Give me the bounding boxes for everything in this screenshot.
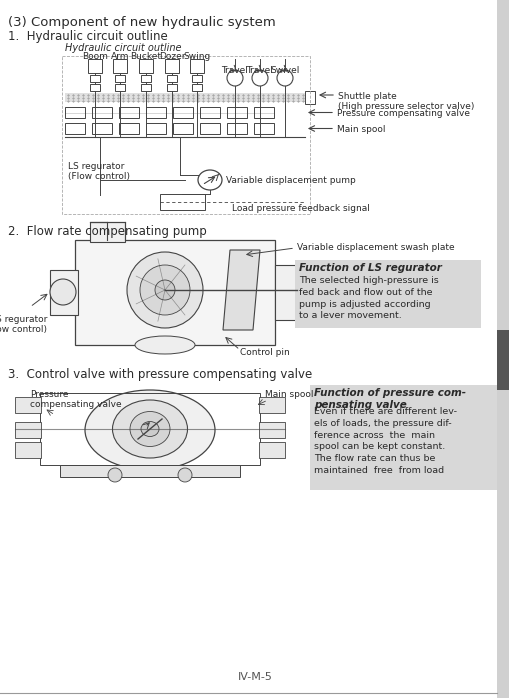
Bar (90, 222, 125, 242)
Bar (60, 465, 240, 477)
Bar (294, 260, 480, 328)
Text: Arm: Arm (110, 52, 129, 61)
Bar (62, 56, 309, 214)
Bar (115, 84, 125, 91)
Bar (75, 240, 274, 345)
Bar (65, 123, 85, 134)
Ellipse shape (112, 400, 187, 458)
Text: Pressure compensating valve: Pressure compensating valve (336, 109, 469, 118)
Text: Load pressure feedback signal: Load pressure feedback signal (232, 204, 369, 213)
Bar (274, 265, 296, 320)
Text: Pressure
compensating valve: Pressure compensating valve (30, 390, 121, 410)
Bar (309, 385, 499, 490)
Bar (146, 107, 165, 118)
Bar (15, 422, 41, 438)
Text: Shuttle plate
(High pressure selector valve): Shuttle plate (High pressure selector va… (337, 92, 473, 112)
Bar (119, 107, 139, 118)
Circle shape (108, 468, 122, 482)
Bar (259, 422, 285, 438)
Text: Main spool: Main spool (265, 390, 313, 399)
Bar (165, 59, 179, 73)
Bar (166, 84, 177, 91)
Bar (304, 91, 315, 104)
Text: Function of pressure com-
pensating valve: Function of pressure com- pensating valv… (314, 388, 465, 410)
Circle shape (127, 252, 203, 328)
Bar (166, 75, 177, 82)
Text: IV-M-5: IV-M-5 (237, 672, 272, 682)
Text: Even if there are different lev-
els of loads, the pressure dif-
ference across : Even if there are different lev- els of … (314, 407, 456, 475)
Bar (92, 107, 112, 118)
Text: Control pin: Control pin (240, 348, 289, 357)
Bar (146, 123, 165, 134)
Bar (190, 59, 204, 73)
Text: LS regurator
(Flow control): LS regurator (Flow control) (0, 315, 47, 334)
Text: (3) Component of new hydraulic system: (3) Component of new hydraulic system (8, 16, 275, 29)
Bar (65, 93, 304, 102)
Bar (140, 84, 151, 91)
Text: LS regurator
(Flow control): LS regurator (Flow control) (68, 162, 130, 181)
Text: 3.  Control valve with pressure compensating valve: 3. Control valve with pressure compensat… (8, 368, 312, 381)
Circle shape (178, 468, 191, 482)
Bar (191, 84, 202, 91)
Bar (90, 75, 100, 82)
Text: 2.  Flow rate compensating pump: 2. Flow rate compensating pump (8, 225, 206, 238)
Bar (227, 123, 246, 134)
Bar (15, 397, 41, 413)
Bar (191, 75, 202, 82)
Bar (15, 442, 41, 458)
Text: Variable displacement swash plate: Variable displacement swash plate (296, 243, 454, 252)
Bar (40, 393, 260, 465)
Bar (92, 123, 112, 134)
Bar (173, 123, 192, 134)
Bar (200, 107, 219, 118)
Text: Function of LS regurator: Function of LS regurator (298, 263, 441, 273)
Bar (496, 0, 509, 698)
Bar (113, 59, 127, 73)
Bar (90, 84, 100, 91)
Bar (253, 123, 273, 134)
Bar (65, 107, 85, 118)
Text: Swing: Swing (183, 52, 210, 61)
Text: Travel: Travel (221, 66, 248, 75)
Text: Bucket: Bucket (130, 52, 161, 61)
Bar (139, 59, 153, 73)
Bar (119, 123, 139, 134)
Bar (200, 123, 219, 134)
Polygon shape (222, 250, 260, 330)
Bar (140, 75, 151, 82)
Bar (50, 270, 78, 315)
Ellipse shape (130, 412, 169, 447)
Ellipse shape (140, 422, 159, 436)
Text: Swivel: Swivel (270, 66, 299, 75)
Bar (88, 59, 102, 73)
Bar (253, 107, 273, 118)
Bar (496, 330, 509, 390)
Text: Boom: Boom (82, 52, 108, 61)
Ellipse shape (85, 390, 215, 470)
Text: Dozer: Dozer (158, 52, 185, 61)
Ellipse shape (135, 336, 194, 354)
Bar (115, 75, 125, 82)
Text: Main spool: Main spool (336, 125, 385, 134)
Bar (160, 194, 205, 210)
Circle shape (140, 265, 190, 315)
Text: 1.  Hydraulic circuit outline: 1. Hydraulic circuit outline (8, 30, 167, 43)
Bar (173, 107, 192, 118)
Text: The selected high-pressure is
fed back and flow out of the
pump is adjusted acco: The selected high-pressure is fed back a… (298, 276, 438, 320)
Bar (259, 397, 285, 413)
Text: Travel: Travel (246, 66, 273, 75)
Bar (227, 107, 246, 118)
Circle shape (50, 279, 76, 305)
Circle shape (155, 280, 175, 300)
Bar (259, 442, 285, 458)
Text: Variable displacement pump: Variable displacement pump (225, 176, 355, 185)
Text: Hydraulic circuit outline: Hydraulic circuit outline (65, 43, 181, 53)
